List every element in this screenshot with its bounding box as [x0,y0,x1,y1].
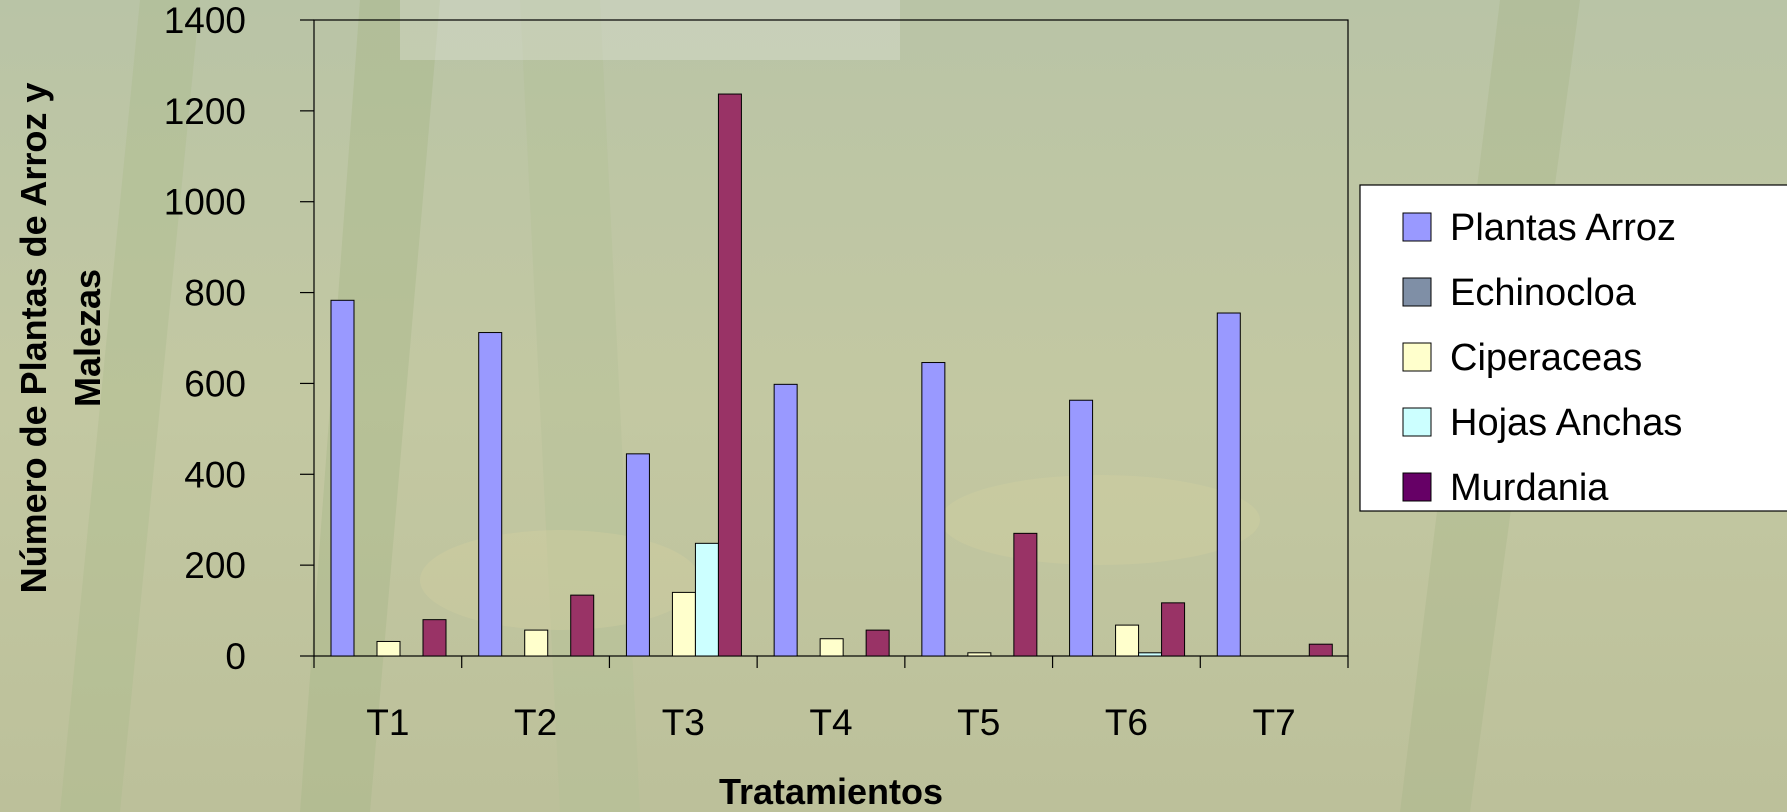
bar-ciperaceas-t2 [524,629,549,657]
y-tick-label: 1000 [164,182,246,223]
legend-label: Echinocloa [1450,272,1637,314]
bar-plantas-arroz-t2 [478,332,503,657]
legend-label: Ciperaceas [1450,337,1642,379]
bar-ciperaceas-t3 [671,591,696,657]
legend-swatch [1402,407,1432,437]
x-tick-label: T4 [809,702,852,743]
x-axis-title: Tratamientos [719,771,943,812]
y-tick-label: 1400 [164,0,246,41]
y-axis: 0 200 400 600 800 1000 1200 1400 [164,0,314,677]
legend-swatch [1402,342,1432,372]
legend-label: Hojas Anchas [1450,402,1682,444]
bars [330,93,1333,657]
legend-label: Plantas Arroz [1450,207,1676,249]
x-tick-label: T2 [514,702,557,743]
bar-plantas-arroz-t7 [1216,312,1241,657]
y-axis-title: Número de Plantas de Arroz y Malezas [13,83,108,594]
bar-murdania-t3 [717,93,742,657]
legend: Plantas Arroz Echinocloa Ciperaceas Hojas A… [1359,184,1787,512]
x-tick-label: T1 [366,702,409,743]
bar-ciperaceas-t1 [376,640,401,657]
bar-murdania-t6 [1161,602,1186,657]
legend-swatch [1402,212,1432,242]
y-axis-title-line: Número de Plantas de Arroz y [13,83,54,594]
y-tick-label: 800 [184,273,246,314]
legend-label: Murdania [1450,467,1609,509]
x-tick-label: T3 [662,702,705,743]
y-tick-label: 200 [184,545,246,586]
legend-swatch [1402,277,1432,307]
plot-area [313,19,1349,657]
bar-ciperaceas-t5 [967,652,992,657]
bar-murdania-t4 [865,629,890,657]
bar-murdania-t5 [1013,532,1038,657]
y-tick-label: 0 [225,636,246,677]
bar-hojas-anchas-t6 [1138,652,1163,657]
bar-ciperaceas-t4 [819,638,844,657]
x-tick-label: T7 [1253,702,1296,743]
bar-murdania-t2 [570,594,595,657]
bar-plantas-arroz-t4 [773,383,798,657]
bar-murdania-t1 [422,619,447,657]
bar-plantas-arroz-t5 [921,362,946,657]
x-axis: T1 T2 T3 T4 T5 T6 T7 [313,656,1349,743]
y-tick-label: 1200 [164,91,246,132]
y-axis-title-line: Malezas [67,269,108,407]
bar-murdania-t7 [1308,643,1333,657]
y-tick-label: 600 [184,363,246,404]
x-tick-label: T6 [1105,702,1148,743]
bar-ciperaceas-t6 [1115,624,1140,657]
bar-plantas-arroz-t3 [625,453,650,657]
bar-plantas-arroz-t1 [330,299,355,657]
legend-swatch [1402,472,1432,502]
bar-hojas-anchas-t3 [694,542,719,657]
x-tick-label: T5 [957,702,1000,743]
y-tick-label: 400 [184,454,246,495]
bar-plantas-arroz-t6 [1069,399,1094,657]
